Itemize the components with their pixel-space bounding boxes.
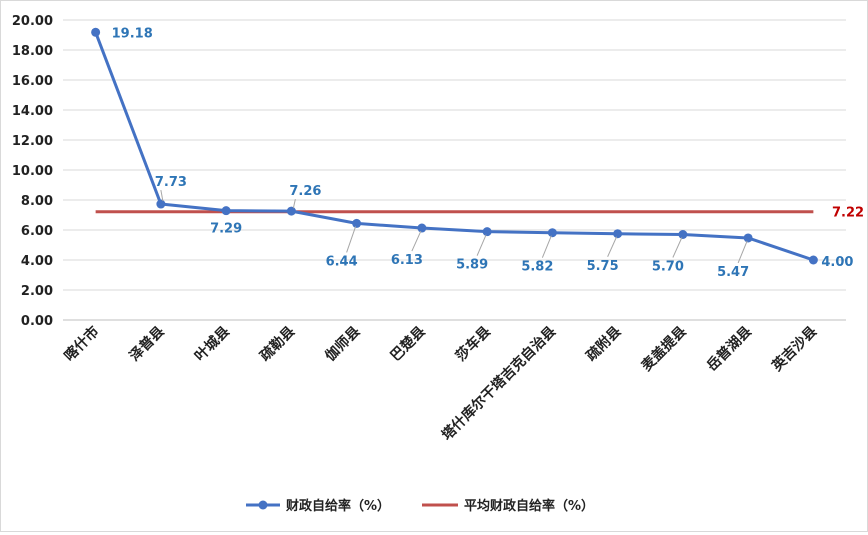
data-point: [482, 227, 492, 237]
x-tick-label: 喀什市: [61, 323, 103, 365]
data-label-leader: [292, 198, 296, 209]
y-axis: 0.00 2.00 4.00 6.00 8.00 10.00 12.00 14.00 16.00…: [12, 14, 53, 329]
legend-label-average: 平均财政自给率（%）: [464, 498, 594, 514]
legend-marker-point-rate: [258, 500, 268, 510]
data-label: 19.18: [112, 26, 153, 41]
x-tick-label: 伽师县: [322, 323, 364, 365]
data-label: 5.47: [717, 265, 749, 280]
data-label: 6.44: [326, 254, 358, 269]
y-tick-label: 0.00: [21, 314, 53, 329]
rate-line: [94, 31, 814, 262]
y-tick-label: 8.00: [21, 194, 53, 209]
data-point: [743, 233, 753, 243]
x-tick-label: 叶城县: [191, 323, 233, 365]
x-tick-label: 塔什库尔干塔吉克自治县: [438, 323, 559, 444]
y-tick-label: 10.00: [12, 164, 53, 179]
data-label-leader: [346, 226, 357, 253]
x-tick-label: 巴楚县: [387, 323, 429, 365]
data-label: 5.89: [456, 258, 488, 273]
data-labels: 19.18 7.73 7.29 7.26 6.44 6.13 5.89 5.82 5.75 5.7…: [112, 26, 864, 280]
data-point: [547, 228, 557, 238]
x-axis: 喀什市 泽普县 叶城县 疏勒县 伽师县 巴楚县 莎车县塔什库尔干塔吉克自治县 疏附县 麦盖提县岳…: [61, 323, 820, 444]
data-label-leader: [607, 236, 618, 257]
data-point: [808, 255, 818, 265]
x-tick-label: 莎车县: [452, 323, 494, 365]
data-label: 5.82: [521, 260, 553, 275]
data-point: [678, 230, 688, 239]
data-label: 5.70: [652, 260, 684, 275]
data-label: 7.26: [289, 184, 321, 199]
x-tick-label: 泽普县: [126, 323, 168, 365]
rate-series: [91, 27, 818, 265]
legend: 财政自给率（%） 平均财政自给率（%）: [246, 498, 594, 514]
y-tick-label: 18.00: [12, 44, 53, 59]
data-point: [221, 206, 231, 216]
data-label: 4.00: [821, 255, 853, 270]
legend-label-rate: 财政自给率（%）: [286, 498, 390, 514]
x-tick-label: 岳普湖县: [703, 323, 755, 375]
x-tick-label: 疏附县: [583, 323, 625, 365]
y-tick-label: 14.00: [12, 104, 53, 119]
data-point: [613, 229, 623, 239]
x-tick-label: 疏勒县: [256, 323, 298, 365]
data-label-leader: [476, 234, 487, 256]
y-tick-label: 4.00: [21, 254, 53, 269]
average-value-label: 7.22: [832, 206, 864, 221]
y-tick-label: 20.00: [12, 14, 53, 29]
data-label-leader: [672, 237, 683, 258]
data-label-leader: [160, 189, 164, 202]
data-label-leader: [737, 240, 748, 264]
y-tick-label: 6.00: [21, 224, 53, 239]
data-label: 5.75: [587, 259, 619, 274]
x-tick-label: 麦盖提县: [638, 323, 690, 375]
data-label: 7.73: [155, 175, 187, 190]
data-label-leader: [541, 235, 552, 258]
data-point: [417, 223, 427, 233]
x-tick-label: 英吉沙县: [768, 323, 820, 375]
data-point: [286, 206, 296, 216]
data-label-leader: [411, 230, 422, 252]
data-point: [156, 199, 166, 209]
y-tick-label: 2.00: [21, 284, 53, 299]
data-label: 7.29: [210, 222, 242, 237]
y-tick-label: 12.00: [12, 134, 53, 149]
data-label: 6.13: [391, 253, 423, 268]
gridlines: [63, 19, 846, 321]
data-point: [91, 27, 101, 37]
y-tick-label: 16.00: [12, 74, 53, 89]
data-point: [352, 218, 362, 228]
